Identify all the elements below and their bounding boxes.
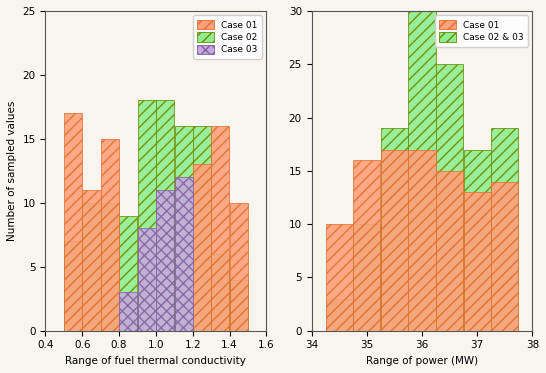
Bar [82,203,100,331]
Bar [230,203,248,331]
Bar [156,190,174,331]
Bar [230,280,248,331]
Bar [138,228,156,331]
Bar [138,100,156,331]
Bar [381,128,408,331]
Bar [156,100,174,331]
Bar [436,64,463,331]
Bar [408,150,436,331]
Bar [175,126,193,331]
Bar [491,182,518,331]
Bar [211,126,229,331]
Bar [211,254,229,331]
Bar [193,126,211,331]
Y-axis label: Number of sampled values: Number of sampled values [7,101,17,241]
Bar [64,241,82,331]
Bar [325,299,353,331]
Bar [353,224,381,331]
Bar [193,164,211,331]
Bar [101,139,119,331]
Bar [436,171,463,331]
X-axis label: Range of power (MW): Range of power (MW) [366,356,478,366]
Bar [119,216,138,331]
Bar [464,192,491,331]
Bar [119,292,138,331]
Bar [175,177,193,331]
Bar [408,11,436,331]
Legend: Case 01, Case 02 & 03: Case 01, Case 02 & 03 [435,15,528,47]
Bar [491,128,518,331]
Bar [64,113,82,331]
Legend: Case 01, Case 02, Case 03: Case 01, Case 02, Case 03 [193,15,262,59]
Bar [381,150,408,331]
Bar [353,160,381,331]
Bar [464,150,491,331]
Bar [325,224,353,331]
Bar [101,203,119,331]
X-axis label: Range of fuel thermal conductivity: Range of fuel thermal conductivity [66,356,246,366]
Bar [82,190,100,331]
